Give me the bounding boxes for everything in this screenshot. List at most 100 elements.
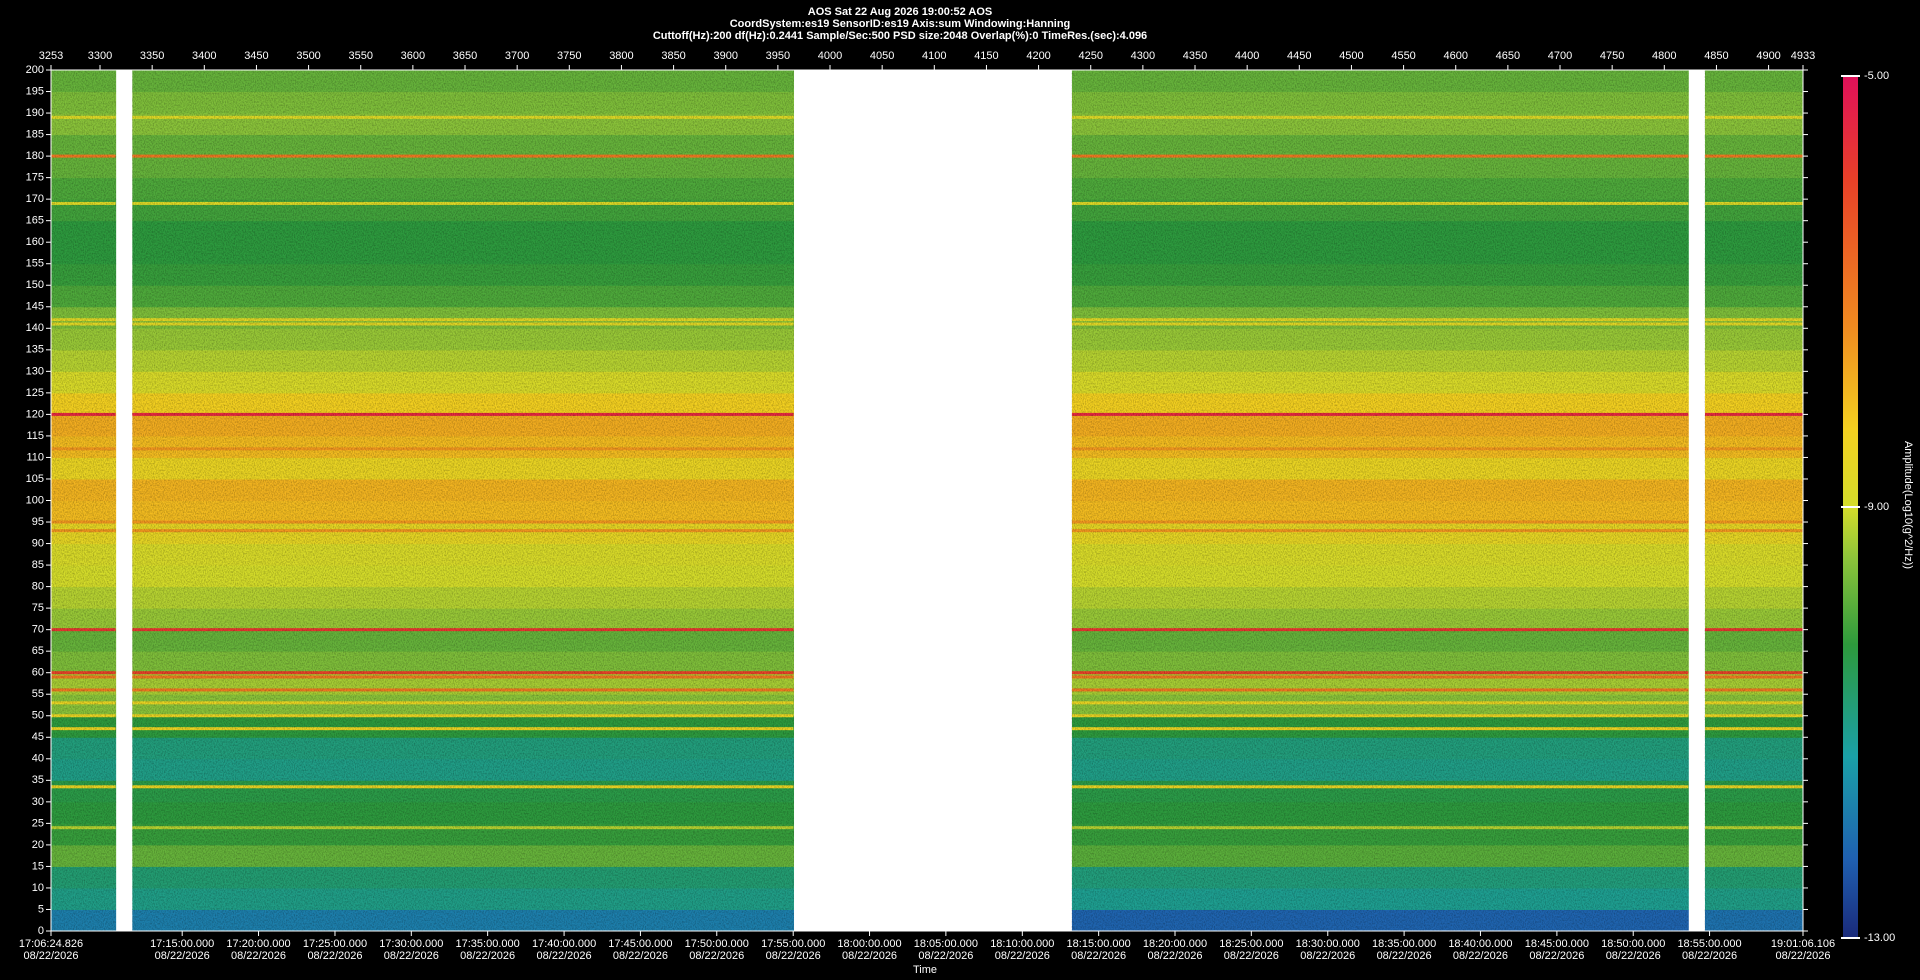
time-tick-date: 08/22/2026 <box>1377 950 1432 962</box>
time-tick-date: 08/22/2026 <box>689 950 744 962</box>
x-tick-label: 3850 <box>661 50 685 62</box>
y-tick-label: 160 <box>26 236 44 248</box>
y-tick-label: 90 <box>32 537 44 549</box>
time-tick-label: 17:55:00.000 <box>761 938 825 950</box>
y-tick-label: 80 <box>32 581 44 593</box>
time-tick-date: 08/22/2026 <box>1300 950 1355 962</box>
time-tick-label: 18:35:00.000 <box>1372 938 1436 950</box>
y-tick-label: 10 <box>32 882 44 894</box>
time-tick-date: 08/22/2026 <box>1606 950 1661 962</box>
y-tick-label: 155 <box>26 258 44 270</box>
noise-texture <box>132 70 794 931</box>
time-tick-label: 18:05:00.000 <box>914 938 978 950</box>
time-tick-label: 19:01:06.106 <box>1771 938 1835 950</box>
time-tick-label: 18:55:00.000 <box>1677 938 1741 950</box>
y-tick-label: 55 <box>32 688 44 700</box>
y-tick-label: 75 <box>32 602 44 614</box>
plot-frame <box>50 69 1804 932</box>
time-tick-date: 08/22/2026 <box>1775 950 1830 962</box>
noise-texture <box>51 70 1803 931</box>
time-tick-date: 08/22/2026 <box>1682 950 1737 962</box>
colorbar-title: Amplitude(Log10(g^2/Hz)) <box>1902 441 1914 569</box>
x-tick-label: 3253 <box>39 50 63 62</box>
y-tick-label: 35 <box>32 774 44 786</box>
time-tick-date: 08/22/2026 <box>155 950 210 962</box>
y-tick-label: 25 <box>32 817 44 829</box>
header-title: AOS Sat 22 Aug 2026 19:00:52 AOS <box>808 6 992 18</box>
x-tick-label: 4933 <box>1791 50 1815 62</box>
time-tick-date: 08/22/2026 <box>613 950 668 962</box>
y-tick-label: 85 <box>32 559 44 571</box>
x-tick-label: 4750 <box>1600 50 1624 62</box>
noise-texture <box>51 70 116 931</box>
y-tick-label: 125 <box>26 387 44 399</box>
header-params: Cuttoff(Hz):200 df(Hz):0.2441 Sample/Sec… <box>653 30 1147 42</box>
y-tick-label: 40 <box>32 753 44 765</box>
x-tick-label: 4550 <box>1391 50 1415 62</box>
time-tick-label: 17:45:00.000 <box>608 938 672 950</box>
x-tick-label: 4700 <box>1548 50 1572 62</box>
time-tick-label: 18:10:00.000 <box>990 938 1054 950</box>
x-tick-label: 3300 <box>88 50 112 62</box>
time-tick-label: 17:15:00.000 <box>150 938 214 950</box>
x-tick-label: 4800 <box>1652 50 1676 62</box>
time-tick-date: 08/22/2026 <box>1224 950 1279 962</box>
time-tick-label: 17:20:00.000 <box>226 938 290 950</box>
y-tick-label: 5 <box>38 903 44 915</box>
time-tick-label: 18:40:00.000 <box>1448 938 1512 950</box>
time-tick-label: 18:50:00.000 <box>1601 938 1665 950</box>
time-tick-date: 08/22/2026 <box>1147 950 1202 962</box>
y-tick-label: 20 <box>32 839 44 851</box>
x-tick-label: 4400 <box>1235 50 1259 62</box>
time-tick-date: 08/22/2026 <box>537 950 592 962</box>
x-tick-label: 3750 <box>557 50 581 62</box>
y-tick-label: 50 <box>32 710 44 722</box>
y-tick-label: 65 <box>32 645 44 657</box>
y-tick-label: 60 <box>32 667 44 679</box>
y-tick-label: 150 <box>26 279 44 291</box>
y-tick-label: 170 <box>26 193 44 205</box>
x-tick-label: 4100 <box>922 50 946 62</box>
time-tick-date: 08/22/2026 <box>842 950 897 962</box>
y-tick-label: 100 <box>26 494 44 506</box>
y-tick-label: 0 <box>38 925 44 937</box>
x-axis-title: Time <box>913 964 937 976</box>
time-tick-label: 18:00:00.000 <box>837 938 901 950</box>
x-tick-label: 3900 <box>713 50 737 62</box>
time-tick-date: 08/22/2026 <box>918 950 973 962</box>
time-tick-date: 08/22/2026 <box>23 950 78 962</box>
x-tick-label: 3950 <box>766 50 790 62</box>
header-info: CoordSystem:es19 SensorID:es19 Axis:sum … <box>730 18 1071 30</box>
y-tick-label: 70 <box>32 624 44 636</box>
y-tick-label: 135 <box>26 344 44 356</box>
time-tick-label: 17:06:24.826 <box>19 938 83 950</box>
time-tick-label: 17:25:00.000 <box>303 938 367 950</box>
x-tick-label: 3550 <box>348 50 372 62</box>
y-tick-label: 195 <box>26 85 44 97</box>
time-tick-date: 08/22/2026 <box>307 950 362 962</box>
time-tick-label: 18:30:00.000 <box>1296 938 1360 950</box>
colorbar-tick-label: -13.00 <box>1864 932 1895 944</box>
y-tick-label: 145 <box>26 301 44 313</box>
x-tick-label: 4050 <box>870 50 894 62</box>
x-tick-label: 3500 <box>296 50 320 62</box>
y-tick-label: 130 <box>26 365 44 377</box>
noise-texture <box>1704 70 1803 931</box>
time-tick-date: 08/22/2026 <box>384 950 439 962</box>
time-tick-date: 08/22/2026 <box>231 950 286 962</box>
y-tick-label: 95 <box>32 516 44 528</box>
x-tick-label: 4500 <box>1339 50 1363 62</box>
y-tick-label: 175 <box>26 172 44 184</box>
time-tick-date: 08/22/2026 <box>1453 950 1508 962</box>
y-tick-label: 200 <box>26 64 44 76</box>
time-tick-label: 17:40:00.000 <box>532 938 596 950</box>
x-tick-label: 4000 <box>818 50 842 62</box>
x-tick-label: 3800 <box>609 50 633 62</box>
colorbar-tick-label: -5.00 <box>1864 70 1889 82</box>
x-tick-label: 4650 <box>1496 50 1520 62</box>
x-tick-label: 3600 <box>401 50 425 62</box>
y-tick-label: 180 <box>26 150 44 162</box>
x-tick-label: 4900 <box>1756 50 1780 62</box>
x-tick-label: 4850 <box>1704 50 1728 62</box>
y-tick-label: 165 <box>26 215 44 227</box>
